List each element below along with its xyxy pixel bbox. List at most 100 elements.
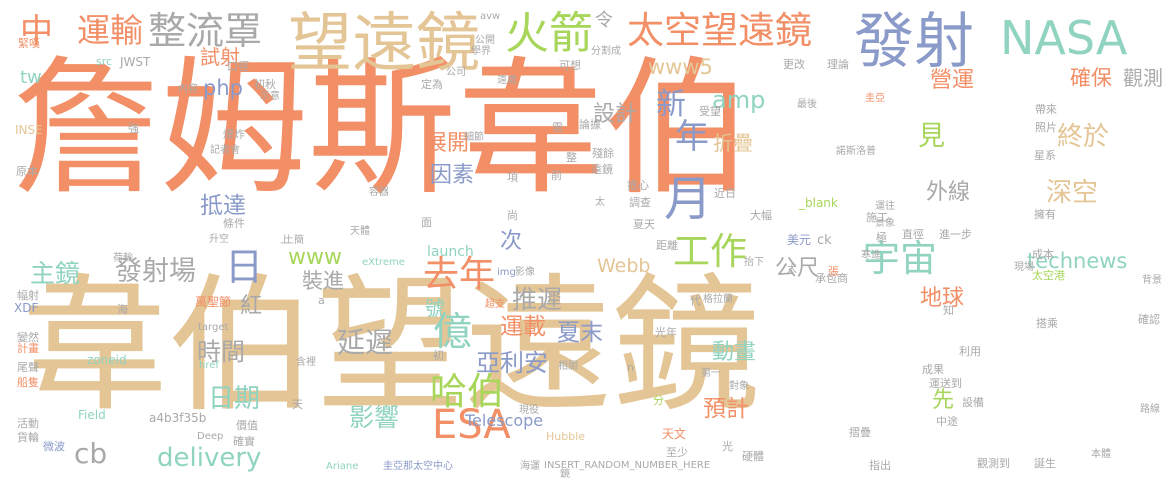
cloud-word: 太 bbox=[595, 197, 605, 208]
cloud-word: 亞利安 bbox=[476, 349, 548, 377]
cloud-word: 詹姆斯韋伯 bbox=[12, 43, 752, 215]
cloud-word: 觀測 bbox=[1123, 66, 1163, 90]
cloud-word: 進一步 bbox=[939, 228, 972, 241]
cloud-word: 成本 bbox=[1032, 248, 1054, 261]
cloud-word: 細節 bbox=[464, 132, 484, 143]
cloud-word: 設備 bbox=[962, 396, 984, 409]
cloud-word: 定為 bbox=[421, 78, 443, 91]
cloud-word: 第一 bbox=[701, 368, 721, 379]
cloud-word: href bbox=[199, 360, 219, 371]
cloud-word: 尚 bbox=[507, 209, 518, 222]
cloud-word: INSE bbox=[15, 123, 43, 137]
cloud-word: 天文 bbox=[662, 427, 687, 441]
cloud-word: 大幅 bbox=[750, 209, 772, 222]
cloud-word: 海 bbox=[117, 303, 128, 316]
cloud-word: 確實 bbox=[233, 435, 255, 448]
cloud-word: php bbox=[203, 76, 243, 100]
cloud-word: _blank bbox=[799, 196, 838, 210]
cloud-word: 公開 bbox=[475, 35, 495, 46]
cloud-word: 日 bbox=[225, 245, 264, 289]
cloud-word: 工作 bbox=[673, 230, 747, 273]
cloud-word: ESA bbox=[432, 402, 511, 448]
cloud-word: 尾聲 bbox=[17, 361, 39, 374]
cloud-word: 億 bbox=[433, 310, 473, 355]
cloud-word: 圭亞 bbox=[865, 93, 885, 104]
cloud-word: 殘餘 bbox=[592, 147, 614, 160]
cloud-word: tw bbox=[20, 67, 42, 88]
cloud-word: 海運 bbox=[520, 461, 540, 472]
cloud-word: 令 bbox=[595, 10, 613, 31]
cloud-word: 距離 bbox=[656, 239, 678, 252]
cloud-word: 分 bbox=[653, 394, 664, 407]
cloud-word: 現場 bbox=[1014, 262, 1034, 273]
cloud-word: 成果 bbox=[922, 363, 944, 376]
cloud-word: JWST bbox=[120, 55, 151, 69]
cloud-word: XDF bbox=[14, 301, 39, 315]
cloud-word: 口徑 bbox=[227, 60, 249, 73]
cloud-word: 前 bbox=[551, 169, 562, 182]
cloud-word: 示意 bbox=[260, 91, 280, 102]
cloud-word: 面 bbox=[421, 216, 432, 229]
cloud-word: 原本 bbox=[16, 165, 38, 178]
cloud-word: 終於 bbox=[1057, 122, 1110, 152]
cloud-word: 搭乘 bbox=[1036, 317, 1058, 330]
cloud-word: 宇宙 bbox=[863, 237, 937, 280]
cloud-word: 抵達 bbox=[200, 193, 246, 219]
cloud-word: www bbox=[288, 245, 342, 270]
cloud-word: 微波 bbox=[43, 440, 65, 453]
cloud-word: 爆炸 bbox=[223, 128, 245, 141]
cloud-word: 天 bbox=[292, 398, 303, 411]
cloud-word: 升空 bbox=[209, 234, 229, 245]
cloud-word: NASA bbox=[1000, 11, 1128, 65]
cloud-word: 公尺 bbox=[775, 256, 820, 281]
cloud-word: 設計 bbox=[593, 102, 638, 127]
cloud-word: 試射 bbox=[200, 45, 240, 69]
cloud-word: 計畫 bbox=[17, 342, 39, 355]
cloud-word: 運送到 bbox=[929, 377, 962, 390]
cloud-word: 背景 bbox=[1142, 275, 1162, 286]
cloud-word: 分割成 bbox=[591, 46, 621, 57]
cloud-word: 次 bbox=[500, 229, 523, 254]
cloud-word: 承包商 bbox=[815, 272, 848, 285]
cloud-word: 先 bbox=[932, 388, 955, 413]
cloud-word: 初 bbox=[433, 349, 444, 362]
cloud-word: 確認 bbox=[1138, 313, 1160, 326]
cloud-word: Webb bbox=[597, 255, 651, 277]
cloud-word: 影響 bbox=[349, 403, 400, 432]
cloud-word: 推遲 bbox=[512, 285, 563, 314]
cloud-word: 火箭 bbox=[505, 8, 593, 59]
cloud-word: 運輸 bbox=[77, 11, 143, 50]
cloud-word: 光 bbox=[722, 440, 733, 453]
cloud-word: 條件 bbox=[223, 217, 245, 230]
cloud-word: eXtreme bbox=[362, 257, 405, 268]
cloud-word: technews bbox=[1027, 249, 1128, 273]
cloud-word: 對象 bbox=[729, 381, 749, 392]
cloud-word: 裝進 bbox=[302, 269, 344, 293]
cloud-word: 抬下 bbox=[744, 257, 764, 268]
cloud-word: 中 bbox=[20, 11, 53, 50]
cloud-word: 整 bbox=[566, 151, 577, 164]
cloud-word: 項 bbox=[507, 171, 518, 184]
cloud-word: 價值 bbox=[236, 419, 258, 432]
cloud-word: 光年 bbox=[655, 326, 677, 339]
cloud-word: avw bbox=[480, 11, 501, 22]
cloud-word: 記者會 bbox=[210, 145, 240, 156]
cloud-word: 施工 bbox=[866, 211, 888, 224]
cloud-word: Field bbox=[78, 408, 106, 422]
cloud-word: 學界 bbox=[471, 46, 491, 57]
cloud-word: 年 bbox=[675, 117, 709, 157]
cloud-word: 動畫 bbox=[712, 340, 757, 365]
cloud-word: 船隻 bbox=[17, 376, 39, 389]
cloud-word: 擔心 bbox=[627, 179, 649, 192]
cloud-word: 直徑 bbox=[902, 228, 924, 241]
cloud-word: launch bbox=[427, 244, 474, 260]
cloud-word: 初秋 bbox=[254, 78, 276, 91]
cloud-word: Ariane bbox=[326, 461, 359, 472]
cloud-word: 理論 bbox=[827, 58, 849, 71]
cloud-word: 需 bbox=[552, 121, 563, 134]
cloud-word: 最後 bbox=[797, 99, 817, 110]
cloud-word: 中途 bbox=[936, 415, 958, 428]
cloud-word: 可想 bbox=[559, 59, 581, 72]
cloud-word: 主鏡 bbox=[30, 259, 81, 288]
